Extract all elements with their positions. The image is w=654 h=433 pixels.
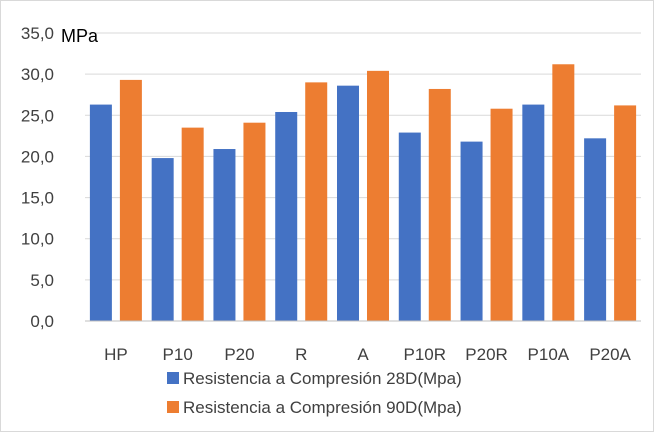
bar-28d-p20r <box>460 141 483 321</box>
y-tick-label: 0,0 <box>30 312 54 331</box>
y-unit-label: MPa <box>61 26 99 46</box>
x-tick-label: P10 <box>163 345 193 364</box>
y-tick-label: 15,0 <box>21 189 54 208</box>
legend-swatch <box>167 401 179 413</box>
legend-label: Resistencia a Compresión 90D(Mpa) <box>183 398 462 417</box>
bar-90d-p20 <box>243 122 266 321</box>
bar-90d-hp <box>119 79 142 321</box>
bar-90d-p10a <box>552 64 575 322</box>
y-tick-label: 10,0 <box>21 230 54 249</box>
x-tick-label: A <box>357 345 369 364</box>
x-tick-label: P20 <box>224 345 254 364</box>
bar-90d-p20a <box>614 105 637 321</box>
gridlines <box>85 32 641 281</box>
bar-28d-p10a <box>522 104 545 322</box>
legend-swatch <box>167 372 179 384</box>
y-tick-label: 5,0 <box>30 271 54 290</box>
bar-90d-p10r <box>428 88 451 321</box>
bars <box>89 64 637 322</box>
bar-90d-p20r <box>490 108 513 322</box>
y-tick-label: 35,0 <box>21 24 54 43</box>
bar-90d-p10 <box>181 127 204 321</box>
bar-28d-p20a <box>584 138 607 321</box>
x-tick-label: R <box>295 345 307 364</box>
x-tick-label: HP <box>104 345 128 364</box>
bar-28d-r <box>275 111 298 321</box>
bar-28d-p10r <box>398 132 421 321</box>
x-tick-label: P20A <box>589 345 631 364</box>
legend-label: Resistencia a Compresión 28D(Mpa) <box>183 369 462 388</box>
y-tick-label: 20,0 <box>21 147 54 166</box>
bar-90d-a <box>367 70 389 321</box>
bar-28d-p10 <box>151 158 174 321</box>
axes: 0,05,010,015,020,025,030,035,0HP P10 P20 R A… <box>21 24 641 364</box>
y-tick-label: 30,0 <box>21 65 54 84</box>
bar-28d-hp <box>89 104 112 322</box>
y-tick-label: 25,0 <box>21 106 54 125</box>
bar-28d-p20 <box>213 149 236 321</box>
x-tick-label: P10A <box>528 345 570 364</box>
x-tick-label: P10R <box>404 345 447 364</box>
legend: Resistencia a Compresión 28D(Mpa) Resiste… <box>167 369 462 417</box>
bar-28d-a <box>337 85 359 321</box>
x-tick-label: P20R <box>465 345 508 364</box>
bar-90d-r <box>305 82 328 321</box>
